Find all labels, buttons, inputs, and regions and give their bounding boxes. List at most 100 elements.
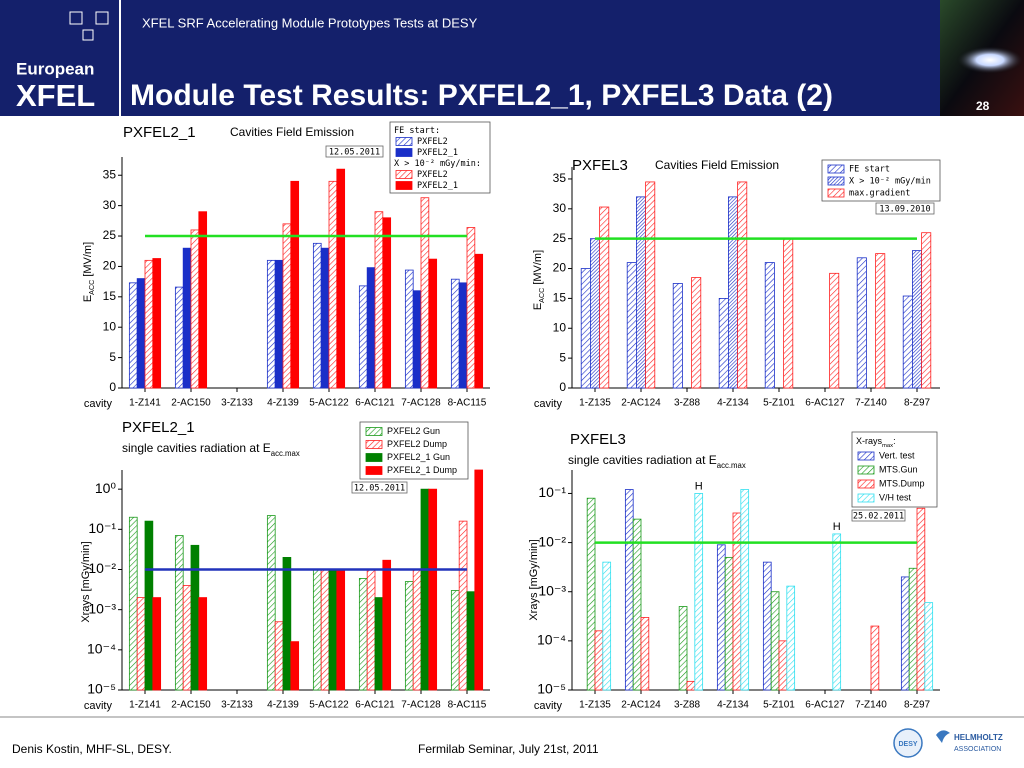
bar <box>636 196 647 389</box>
bar <box>908 567 918 691</box>
bar <box>420 197 430 389</box>
bar <box>404 581 414 691</box>
bar <box>366 267 376 389</box>
x-tick-label: 1-Z141 <box>129 700 161 711</box>
bar <box>174 286 184 389</box>
bar <box>458 282 468 389</box>
legend-label: V/H test <box>879 492 912 502</box>
y-tick-label: 5 <box>559 350 566 364</box>
bar <box>128 282 138 389</box>
x-tick-label: 8-AC115 <box>448 398 487 409</box>
y-tick-label: 10⁰ <box>95 480 117 496</box>
bar <box>320 247 330 389</box>
bar <box>732 512 742 691</box>
date-box <box>875 202 935 215</box>
bar <box>764 262 775 389</box>
y-tick-label: 25 <box>103 228 117 242</box>
x-tick-label: 6-AC121 <box>355 398 395 409</box>
y-tick-label: 10⁻³ <box>538 582 566 598</box>
y-tick-label: 35 <box>553 171 567 185</box>
bar <box>290 180 300 389</box>
bar <box>328 569 338 691</box>
bar <box>412 569 422 691</box>
x-tick-label: 1-Z135 <box>579 700 611 711</box>
legend-label: PXFEL2_1 Dump <box>387 465 457 475</box>
legend-label: PXFEL2 Gun <box>387 426 440 436</box>
bar <box>374 211 384 389</box>
x-tick-label: 3-Z88 <box>674 700 701 711</box>
y-axis-label: EACC [MV/m] <box>82 242 96 302</box>
bar <box>374 597 384 691</box>
x-tick-label: 3-Z133 <box>221 398 253 409</box>
bar <box>152 597 162 691</box>
x-tick-label: 5-AC122 <box>309 700 349 711</box>
x-tick-label: 2-AC150 <box>171 398 211 409</box>
bar <box>724 556 734 691</box>
bar <box>336 569 346 691</box>
bar <box>282 223 292 389</box>
bar <box>458 520 468 691</box>
bar <box>786 585 796 691</box>
bar <box>190 544 200 691</box>
x-tick-label: 6-AC127 <box>805 700 845 711</box>
bar <box>144 259 154 389</box>
bar <box>174 535 184 691</box>
helmholtz-sub: ASSOCIATION <box>954 746 1001 753</box>
legend-swatch <box>827 164 845 174</box>
x-tick-label: 7-Z140 <box>855 700 887 711</box>
legend-heading: X > 10⁻² mGy/min: <box>394 159 481 169</box>
bar <box>266 515 276 691</box>
x-tick-label: 2-AC124 <box>621 398 661 409</box>
chart-title: PXFEL2_1 <box>122 419 195 436</box>
bar <box>382 559 392 691</box>
legend-swatch <box>857 493 875 503</box>
text-part: : <box>893 436 896 446</box>
x-tick-label: 4-Z134 <box>717 398 749 409</box>
bar <box>580 268 591 389</box>
y-axis-label: Xrays [mGy/min] <box>528 539 540 620</box>
footer-event: Fermilab Seminar, July 21st, 2011 <box>418 742 599 756</box>
bar <box>336 168 346 389</box>
bar <box>870 625 880 691</box>
y-tick-label: 10 <box>103 319 117 333</box>
y-tick-label: 10⁻² <box>88 560 116 576</box>
bar <box>328 180 338 389</box>
bar <box>737 181 748 389</box>
date-label: 25.02.2011 <box>853 512 904 522</box>
bar <box>358 285 368 389</box>
bar <box>152 258 162 389</box>
logo-bottom: XFEL <box>16 78 95 113</box>
x-tick-label: 7-AC128 <box>401 700 441 711</box>
bar <box>358 578 368 691</box>
chart-subtitle: Cavities Field Emission <box>655 158 779 172</box>
slide-title: Module Test Results: PXFEL2_1, PXFEL3 Da… <box>130 79 833 112</box>
bar <box>412 290 422 389</box>
x-tick-label: 5-AC122 <box>309 398 349 409</box>
y-axis-label: Xrays [mGy/min] <box>80 541 92 622</box>
bar <box>770 591 780 691</box>
bar <box>136 597 146 691</box>
legend-label: PXFEL2 <box>417 170 448 180</box>
bar <box>290 641 300 691</box>
text-part: acc.max <box>717 461 746 470</box>
bar <box>832 533 842 691</box>
text-part: E <box>532 303 544 310</box>
date-box <box>851 509 906 522</box>
bar <box>182 247 192 389</box>
chart-subtitle: Cavities Field Emission <box>230 125 354 139</box>
legend-swatch <box>365 440 383 449</box>
text-part: E <box>82 295 94 302</box>
legend-swatch <box>827 188 845 198</box>
legend-swatch <box>365 453 383 462</box>
y-tick-label: 10⁻⁴ <box>87 641 116 657</box>
y-tick-label: 10⁻¹ <box>88 520 116 536</box>
x-tick-label: 7-Z140 <box>855 398 887 409</box>
legend-label: FE start <box>849 165 890 175</box>
x-tick-label: 4-Z134 <box>717 700 749 711</box>
bar <box>716 544 726 691</box>
legend-label: MTS.Gun <box>879 464 918 474</box>
y-tick-label: 10⁻⁵ <box>537 681 566 697</box>
legend-label: PXFEL2 <box>417 137 448 147</box>
bar <box>586 497 596 691</box>
